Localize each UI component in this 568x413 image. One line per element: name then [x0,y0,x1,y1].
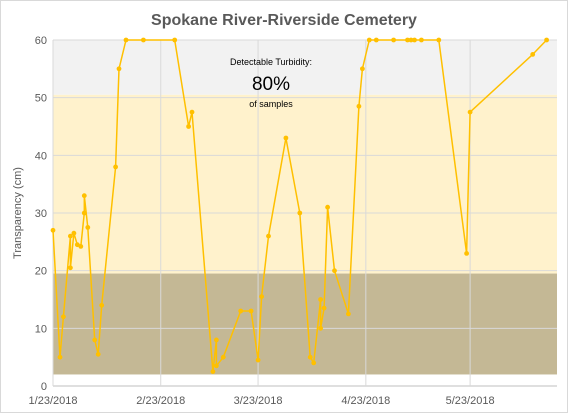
data-point [346,311,351,317]
data-point [318,297,323,302]
data-point [214,363,219,369]
data-point [266,233,271,239]
data-point [57,354,63,360]
y-tick-label: 20 [35,266,47,278]
data-point [467,109,473,115]
annotation-value: 80% [252,74,290,95]
data-point [95,351,101,357]
data-point [123,37,129,43]
data-point [366,37,372,43]
y-tick-label: 10 [35,323,47,335]
data-point [210,369,216,374]
data-point [220,354,226,360]
annotation-label: Detectable Turbidity: [230,57,312,67]
chart-title: Spokane River-Riverside Cemetery [151,12,417,29]
data-point [71,230,77,236]
data-point [464,251,469,256]
data-point [405,37,410,43]
x-tick-label: 3/23/2018 [234,395,283,407]
y-axis-label: Transparency (cm) [12,167,24,259]
data-point [408,37,414,43]
turbidity-bands [53,40,557,375]
data-point [78,244,84,249]
x-tick-label: 2/23/2018 [136,395,185,407]
data-point [259,294,264,299]
data-point [172,37,178,43]
data-point [436,37,442,43]
data-point [113,164,118,170]
data-point [61,314,66,320]
data-point [419,37,424,43]
data-point [332,268,337,274]
data-point [325,204,330,210]
y-tick-label: 30 [35,208,47,220]
y-tick-label: 40 [35,150,47,162]
y-tick-label: 50 [35,93,47,105]
data-point [85,225,91,230]
data-point [544,37,549,43]
band-1 [53,94,557,274]
data-point [283,135,289,141]
data-point [99,302,105,308]
y-axis: 0 10 20 30 40 50 60 [35,35,47,393]
data-point [186,124,192,129]
data-point [116,66,122,72]
data-point [214,337,219,343]
x-tick-label: 1/23/2018 [29,395,78,407]
data-point [238,308,244,314]
data-point [81,193,87,199]
data-point [412,37,417,43]
annotation-sublabel: of samples [249,99,293,109]
data-point [68,233,73,239]
data-point [391,37,396,43]
data-point [297,210,303,216]
x-tick-label: 5/23/2018 [446,395,495,407]
data-point [81,210,87,216]
data-point [92,337,98,343]
band-0 [53,40,557,95]
data-point [307,354,313,360]
data-point [321,305,327,311]
data-point [68,265,73,271]
gridlines [52,39,557,387]
turbidity-annotation: Detectable Turbidity: 80% of samples [230,57,312,109]
data-point [311,360,317,366]
data-point [141,37,146,43]
data-point [50,227,56,233]
data-point [318,325,323,331]
data-point [373,37,379,43]
data-point [189,109,195,115]
y-tick-label: 60 [35,35,47,47]
data-point [356,103,362,109]
transparency-series [50,37,549,374]
x-tick-label: 4/23/2018 [341,395,390,407]
data-point [530,52,536,57]
data-point [360,66,365,72]
data-point [248,308,254,314]
y-tick-label: 0 [41,381,47,393]
data-point [255,357,261,363]
x-axis: 1/23/2018 2/23/2018 3/23/2018 4/23/2018 5/23… [29,395,495,407]
